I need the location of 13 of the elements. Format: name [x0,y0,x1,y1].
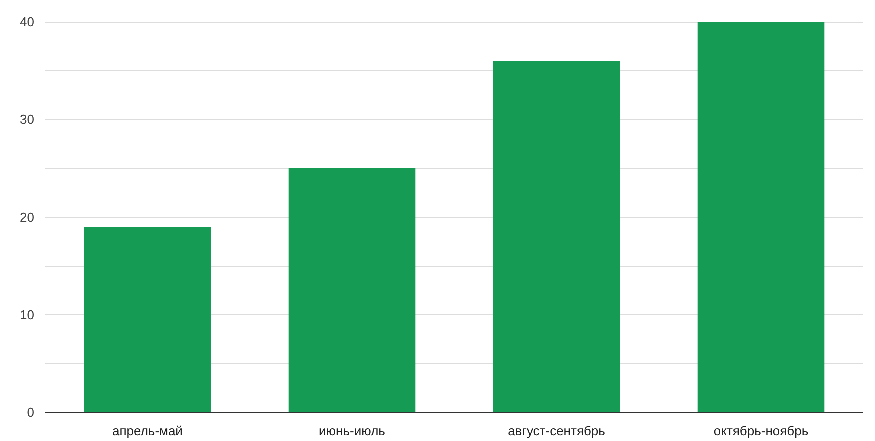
bar [493,61,620,412]
bar [698,22,825,412]
y-tick-label: 40 [20,14,35,30]
y-tick-label: 10 [20,307,35,322]
x-tick-label: июнь-июль [319,424,386,438]
y-tick-label: 20 [20,210,35,225]
bar [84,227,212,412]
y-tick-label: 30 [20,112,35,128]
bar [288,168,416,412]
x-tick-label: август-сентябрь [508,424,606,438]
x-tick-label: апрель-май [112,424,183,438]
x-tick-label: октябрь-ноябрь [714,424,809,438]
y-tick-label: 0 [27,405,35,420]
